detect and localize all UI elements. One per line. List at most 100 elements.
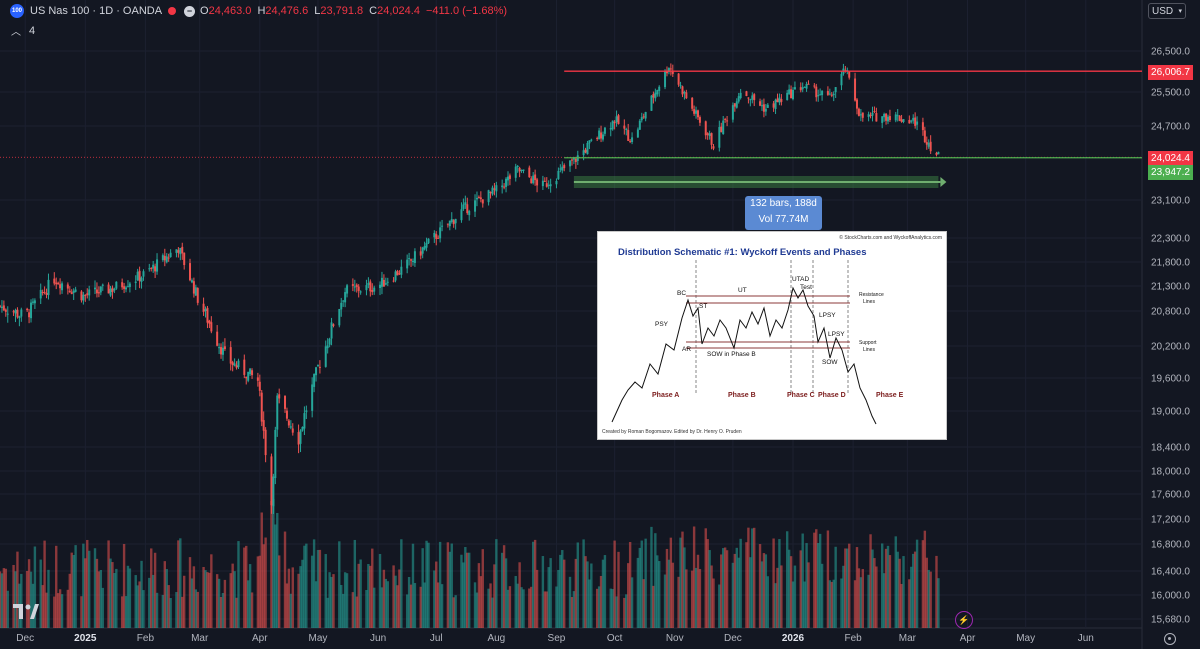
candle-body [289,426,292,428]
candle-body [759,101,762,106]
candle-body [766,104,769,108]
candle-body [128,283,131,287]
y-tick-label: 20,200.0 [1151,342,1190,353]
volume-bar [894,536,897,628]
candle-body [448,220,451,227]
minus-circle-icon[interactable]: − [184,5,196,17]
volume-bar [99,569,103,628]
candle-body [695,110,698,114]
volume-bar [739,538,742,628]
volume-bar [762,553,766,628]
chevron-up-icon[interactable]: ︿ [11,27,21,38]
candle-body [464,202,467,205]
symbol-logo-icon: 100 [10,4,24,18]
candle-body [677,73,680,85]
y-tick-label: 17,600.0 [1151,490,1190,501]
volume-bar [464,547,467,628]
volume-bar [751,528,754,628]
volume-bar [518,562,521,628]
volume-bar [493,564,496,628]
volume-bar [66,589,70,628]
volume-bar [491,597,494,628]
y-tick-label: 21,800.0 [1151,258,1190,269]
volume-bar [421,548,424,628]
candle-body [303,413,306,429]
volume-bar [586,561,589,628]
candle-body [747,97,750,99]
volume-bar [169,597,172,628]
candle-body [518,168,521,172]
symbol-title[interactable]: US Nas 100 · 1D · OANDA [30,5,163,17]
x-tick-label: Jul [430,633,443,644]
indicators-toggle[interactable]: ︿ 4 [11,23,35,39]
lightning-icon[interactable]: ⚡ [955,611,973,629]
gear-icon[interactable] [1164,633,1176,645]
volume-bar [58,589,62,628]
candle-body [435,234,438,239]
volume-bar [545,591,548,628]
volume-bar [547,567,550,628]
volume-bar [215,574,219,628]
volume-bar [448,551,452,628]
candle-body [923,130,926,143]
candle-body [493,188,496,190]
volume-bar [318,549,322,628]
volume-bar [367,564,370,628]
volume-bar [625,594,628,628]
volume-bar [353,539,357,628]
volume-bar [708,550,711,628]
candle-body [603,127,606,134]
price-change: −411.0 (−1.68%) [425,5,508,17]
candle-body [935,152,938,155]
y-tick-label: 23,100.0 [1151,196,1190,207]
volume-bar [815,529,818,628]
volume-bar [262,544,265,628]
volume-bar [25,570,29,628]
time-axis[interactable]: Dec 2025 Feb Mar Apr May Jun Jul Aug Sep Oct Nov Dec… [16,633,1094,644]
candle-body [357,286,360,291]
candle-body [520,169,523,172]
volume-bar [297,573,300,628]
currency-select[interactable]: USD ▾ [1148,3,1186,19]
volume-bar [869,534,872,628]
volume-bars [0,498,940,628]
volume-bar [124,596,128,628]
x-tick-label: Apr [252,633,268,644]
candle-body [346,285,349,294]
volume-bar [283,531,287,628]
candle-body [126,286,129,288]
volume-bar [929,571,932,628]
volume-bar [780,565,783,628]
candle-body [927,142,930,147]
candle-body [264,429,267,456]
volume-bar [109,558,112,628]
candle-body [382,279,385,287]
candle-body [125,287,128,290]
candle-body [210,322,213,332]
volume-bar [120,596,124,628]
candle-body [45,293,48,295]
volume-bar [74,545,77,628]
candle-body [109,288,112,296]
candle-body [474,200,477,212]
y-tick-label: 16,800.0 [1151,540,1190,551]
volume-bar [694,567,698,628]
candle-body [803,86,806,88]
drawings[interactable] [0,70,1142,188]
volume-bar [345,573,349,628]
candle-body [28,312,31,318]
tradingview-logo-icon[interactable] [13,604,39,619]
volume-bar [508,586,512,628]
volume-bar [884,548,888,628]
symbol-header[interactable]: 100 US Nas 100 · 1D · OANDA − O24,463.0 … [10,2,507,20]
volume-bar [923,530,927,628]
volume-bar [535,569,539,628]
candle-body [138,270,141,282]
candle-body [503,186,506,188]
label-bc: BC [677,290,687,297]
volume-bar [462,562,465,628]
volume-bar [475,592,479,628]
price-axis[interactable]: 26,500.0 25,500.0 24,700.0 23,100.0 22,300.0… [1151,47,1190,626]
candle-body [441,225,444,227]
